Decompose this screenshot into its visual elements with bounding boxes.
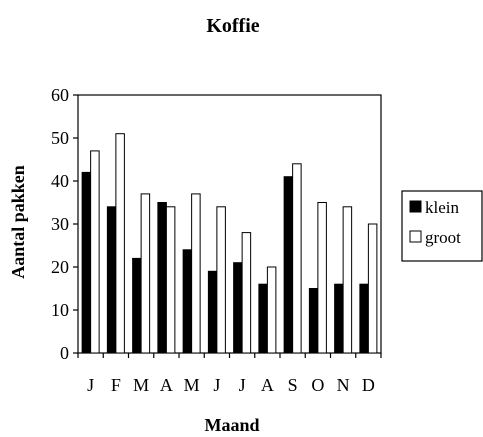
bars-layer — [77, 94, 382, 354]
bar-groot-5 — [216, 206, 226, 354]
bar-groot-0 — [90, 150, 100, 354]
bar-klein-5 — [207, 270, 218, 354]
y-tick-label-5: 50 — [51, 128, 69, 148]
y-tick-label-1: 10 — [51, 300, 69, 320]
x-tick-label-0: J — [87, 375, 94, 395]
bar-klein-7 — [258, 283, 268, 354]
bar-groot-10 — [342, 206, 353, 354]
bar-klein-1 — [106, 206, 117, 354]
bar-klein-3 — [157, 202, 167, 354]
x-axis-label: Maand — [204, 415, 259, 435]
bar-groot-9 — [317, 202, 327, 354]
bar-groot-1 — [115, 133, 125, 354]
bar-groot-11 — [367, 223, 378, 354]
bar-klein-8 — [283, 176, 294, 354]
bar-klein-0 — [81, 171, 92, 354]
bar-groot-7 — [266, 266, 277, 354]
bar-klein-6 — [233, 262, 243, 354]
x-tick-label-1: F — [111, 375, 121, 395]
y-tick-label-2: 20 — [51, 257, 69, 277]
y-tick-label-6: 60 — [51, 85, 69, 105]
y-tick-label-0: 0 — [60, 343, 69, 363]
x-tick-label-9: O — [311, 375, 324, 395]
x-tick-label-10: N — [337, 375, 350, 395]
x-tick-label-6: J — [239, 375, 246, 395]
bar-groot-8 — [292, 163, 302, 354]
x-tick-label-3: A — [160, 375, 173, 395]
legend-swatch-klein — [409, 200, 422, 213]
bar-groot-3 — [165, 206, 176, 354]
bar-klein-10 — [334, 283, 344, 354]
x-tick-label-5: J — [213, 375, 220, 395]
bar-klein-4 — [182, 249, 193, 354]
legend-swatch-groot — [409, 230, 422, 243]
x-tick-label-7: A — [261, 375, 274, 395]
x-tick-label-8: S — [288, 375, 298, 395]
legend-label-klein: klein — [425, 198, 459, 217]
y-tick-label-4: 40 — [51, 171, 69, 191]
bar-groot-4 — [191, 193, 201, 354]
chart-title: Koffie — [206, 15, 259, 37]
y-axis-label: Aantal pakken — [8, 165, 28, 279]
x-tick-label-11: D — [362, 375, 375, 395]
x-tick-label-4: M — [184, 375, 200, 395]
plot-area — [77, 94, 382, 354]
bar-groot-2 — [140, 193, 151, 354]
legend-label-groot: groot — [425, 228, 461, 247]
legend: klein groot — [401, 190, 483, 262]
bar-klein-11 — [359, 283, 369, 354]
x-tick-label-2: M — [133, 375, 149, 395]
bar-klein-9 — [308, 288, 319, 354]
bar-groot-6 — [241, 232, 252, 354]
bar-klein-2 — [132, 257, 142, 354]
y-tick-label-3: 30 — [51, 214, 69, 234]
